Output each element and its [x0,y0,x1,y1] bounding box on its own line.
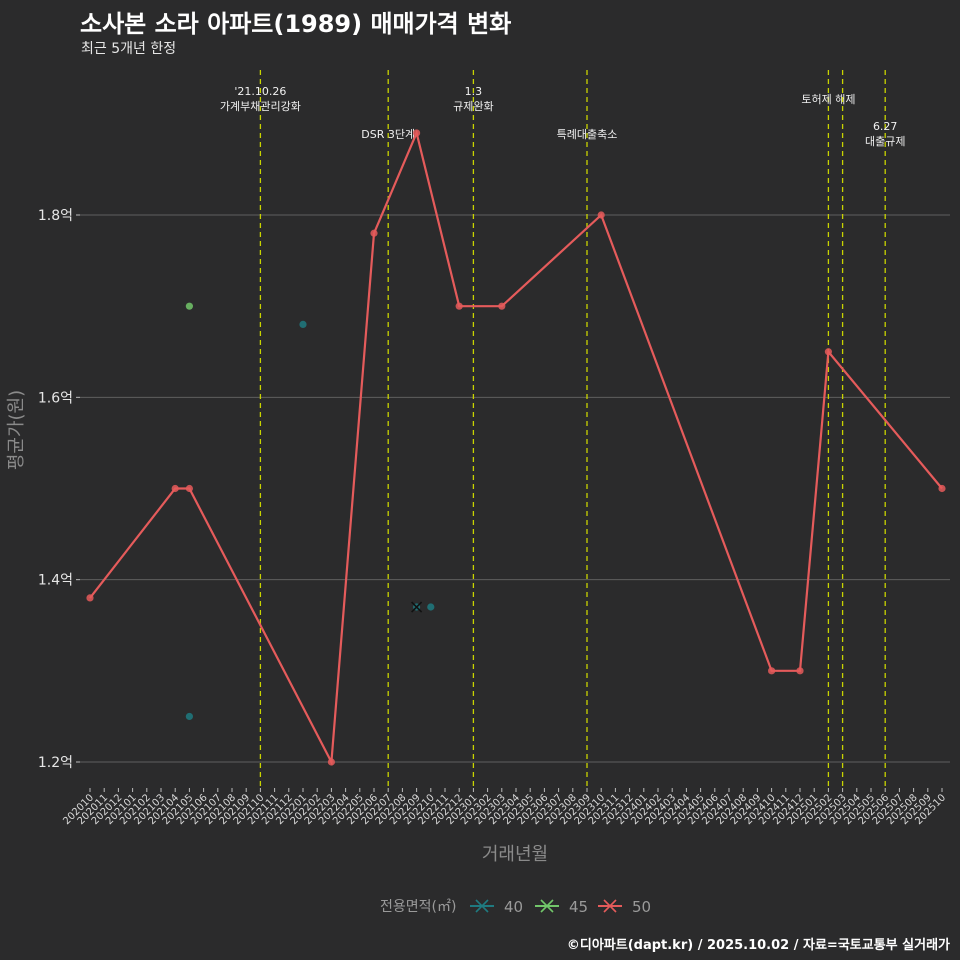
series-50-point [171,484,179,493]
series-50-point [938,484,946,493]
chart-title: 소사본 소라 아파트(1989) 매매가격 변화 [80,10,512,38]
x-axis-title: 거래년월 [482,844,548,865]
series-50-point [185,484,193,493]
event-label: '21.10.26 [234,85,286,98]
source-credit: ©디아파트(dapt.kr) / 2025.10.02 / 자료=국토교통부 실… [566,938,950,953]
legend-label-45: 45 [569,898,588,916]
series-50-point [498,302,506,310]
y-tick-label: 1.4억 [38,573,73,589]
legend: 전용면적(㎡) 40 45 50 [380,898,651,916]
event-label: DSR 3단계 [361,128,415,141]
series-layer [86,129,946,766]
legend-key-45-marker [540,899,554,913]
y-tick-label: 1.8억 [38,208,73,224]
y-tick-label: 1.2억 [38,755,73,771]
legend-key-50-marker [603,899,617,913]
series-50-line [89,129,943,766]
series-40-point [185,712,193,721]
grid-layer [80,214,950,763]
event-label: 1.3 [465,85,483,98]
legend-label-50: 50 [632,898,651,916]
event-label: 가계부채관리강화 [220,100,301,113]
event-label: 토허제 해제 [801,92,855,106]
series-50-point [768,667,776,675]
series-50-point [824,348,833,356]
y-tick-label: 1.6억 [38,390,73,406]
event-label: 특례대출축소 [557,128,618,141]
series-50-point [597,211,605,219]
legend-key-40-marker [475,899,489,913]
series-50-point [86,594,94,602]
overlap-marker [411,601,423,613]
series-50-point [455,302,463,310]
series-50-point [327,758,335,766]
series-40-point [299,320,307,328]
series-50-point [413,129,421,137]
legend-label-40: 40 [504,898,523,916]
event-label: 규제완화 [453,100,493,113]
event-label: 대출규제 [865,135,905,148]
y-axis-title: 평균가(원) [6,390,27,470]
event-label: 6.27 [873,120,898,133]
chart-subtitle: 최근 5개년 한정 [81,41,177,57]
series-40-point [427,603,435,611]
legend-title: 전용면적(㎡) [380,899,456,915]
series-50-point [370,229,378,237]
series-45-point [185,302,193,310]
series-50-point [796,667,804,675]
